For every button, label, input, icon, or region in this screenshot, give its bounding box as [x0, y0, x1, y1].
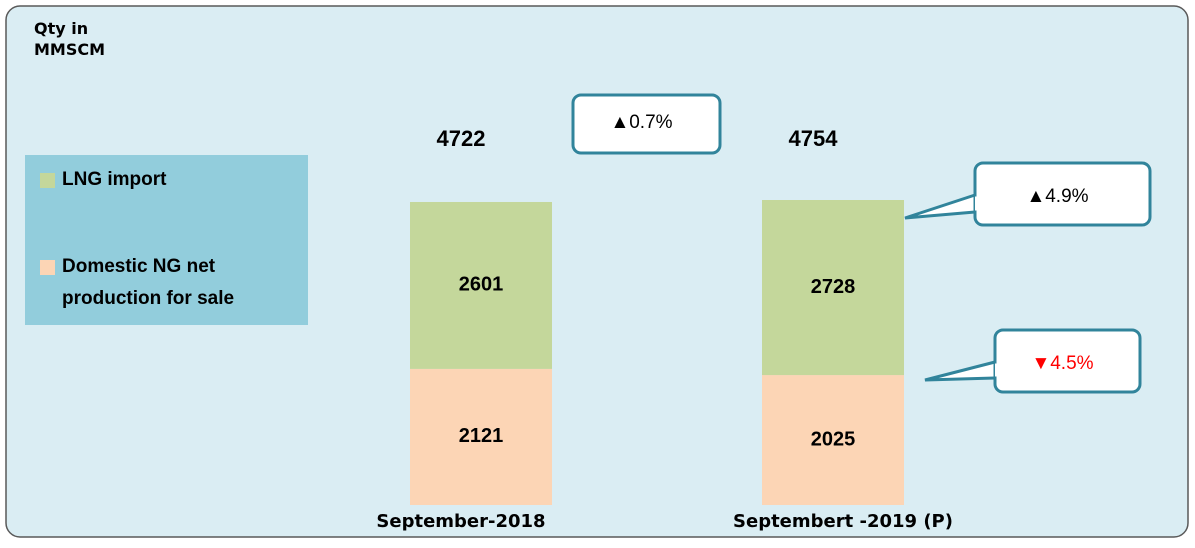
annotation-box — [571, 93, 722, 155]
legend-swatch — [40, 260, 55, 275]
legend-swatch — [40, 173, 55, 188]
annotation-label: ▲4.9% — [1026, 186, 1088, 207]
total-label: 4722 — [437, 126, 486, 151]
total-label: 4754 — [789, 126, 839, 151]
value-label: 2121 — [459, 425, 504, 447]
y-axis-label: Qty in MMSCM — [34, 19, 106, 59]
bar-segment — [410, 201, 552, 369]
bar-segment — [410, 368, 552, 505]
callout-pointer — [924, 360, 996, 382]
x-tick-label: September-2018 — [376, 511, 545, 532]
value-label: 2601 — [459, 274, 504, 296]
annotation-label: ▼4.5% — [1031, 353, 1093, 374]
legend-label: Domestic NG net production for sale — [62, 256, 234, 309]
callout-pointer — [904, 193, 976, 220]
value-label: 2025 — [811, 428, 856, 450]
annotation-box — [993, 328, 1142, 394]
x-tick-label: Septembert -2019 (P) — [733, 511, 953, 532]
bar-segment — [762, 200, 904, 376]
y-label-box: Qty in MMSCM — [34, 19, 106, 59]
value-label: 2728 — [811, 276, 856, 298]
annotation-label: ▲0.7% — [610, 112, 672, 133]
legend-box — [25, 155, 308, 325]
legend-label: LNG import — [62, 169, 167, 190]
bar-segment — [762, 375, 904, 505]
annotation-box — [973, 161, 1152, 227]
